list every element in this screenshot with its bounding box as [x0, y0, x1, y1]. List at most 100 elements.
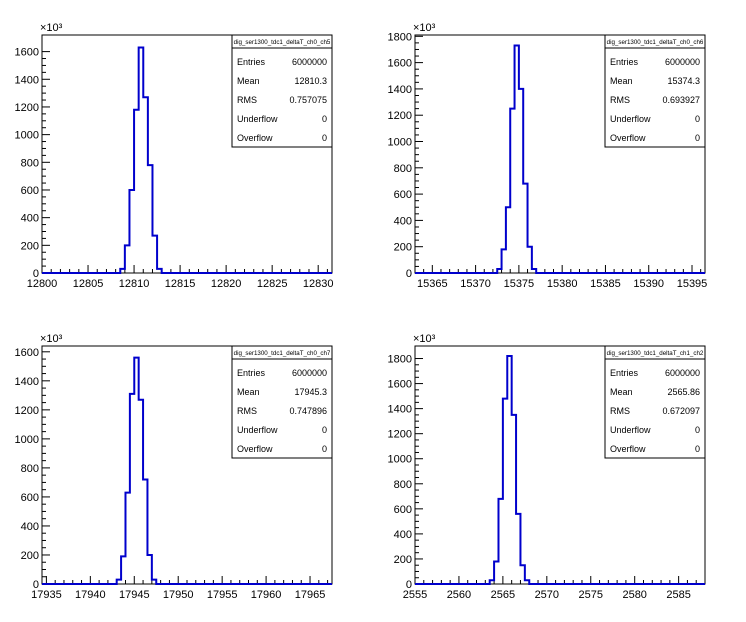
stats-value: 6000000 [665, 368, 700, 378]
y-tick-label: 800 [394, 479, 412, 491]
y-tick-label: 1600 [388, 379, 412, 391]
y-tick-label: 1000 [388, 454, 412, 466]
x-tick-label: 2575 [579, 589, 603, 601]
stats-value: 0.757075 [289, 95, 327, 105]
stats-box-frame [231, 34, 333, 148]
x-tick-label: 15385 [590, 278, 621, 290]
y-tick-label: 1200 [388, 110, 412, 122]
stats-label: RMS [237, 95, 257, 105]
stats-label: Entries [610, 57, 639, 67]
stats-box-title: dig_ser1300_tdc1_deltaT_ch0_ch6 [607, 39, 704, 46]
histogram-pad-3: 0 200 400 600 800 1000 1200 1400 1600 17935 17940 1… [15, 333, 333, 601]
y-tick-label: 1400 [15, 376, 39, 388]
x-tick-label: 17935 [31, 589, 62, 601]
stats-value: 0 [322, 444, 327, 454]
stats-value: 0 [695, 133, 700, 143]
stats-label: Entries [610, 368, 639, 378]
y-tick-label: 600 [21, 185, 39, 197]
stats-value: 2565.86 [667, 387, 700, 397]
stats-value: 17945.3 [294, 387, 327, 397]
y-tick-label: 200 [394, 242, 412, 254]
stats-box: dig_ser1300_tdc1_deltaT_ch0_ch6 Entries 60… [604, 34, 706, 148]
y-tick-label: 200 [21, 240, 39, 252]
y-tick-label: 400 [21, 521, 39, 533]
y-tick-label: 1400 [388, 404, 412, 416]
stats-value: 0 [322, 133, 327, 143]
stats-label: Entries [237, 368, 266, 378]
stats-box-title: dig_ser1300_tdc1_deltaT_ch1_ch2 [607, 350, 704, 357]
stats-value: 6000000 [292, 57, 327, 67]
x-tick-label: 12800 [27, 278, 58, 290]
stats-label: Overflow [237, 444, 273, 454]
stats-label: RMS [610, 406, 630, 416]
stats-value: 0 [695, 114, 700, 124]
y-tick-label: 1800 [388, 31, 412, 43]
y-tick-label: 600 [21, 492, 39, 504]
histogram-line [42, 356, 332, 585]
x-tick-label: 17955 [207, 589, 238, 601]
y-tick-label: 600 [394, 504, 412, 516]
y-tick-label: 0 [33, 268, 39, 280]
x-tick-label: 17965 [295, 589, 326, 601]
y-tick-label: 1400 [15, 74, 39, 86]
stats-label: Overflow [610, 133, 646, 143]
stats-value: 0 [695, 425, 700, 435]
y-tick-label: 1600 [15, 47, 39, 59]
x-tick-label: 15395 [677, 278, 708, 290]
x-tick-label: 12820 [211, 278, 242, 290]
y-tick-label: 600 [394, 189, 412, 201]
stats-label: Mean [237, 387, 260, 397]
y-tick-label: 800 [21, 157, 39, 169]
stats-label: Mean [610, 387, 633, 397]
stats-box-title: dig_ser1300_tdc1_deltaT_ch0_ch5 [234, 39, 331, 46]
stats-label: Underflow [610, 114, 651, 124]
y-tick-label: 200 [21, 550, 39, 562]
y-tick-label: 400 [394, 529, 412, 541]
histogram-pad-4: 0 200 400 600 800 1000 1200 1400 1600 1800 2555 256… [388, 333, 706, 601]
x-tick-label: 12805 [73, 278, 104, 290]
stats-label: Mean [237, 76, 260, 86]
y-tick-label: 400 [394, 215, 412, 227]
x-tick-label: 15365 [417, 278, 448, 290]
x-tick-label: 2580 [622, 589, 646, 601]
y-multiplier-label: ×10³ [40, 22, 63, 34]
x-tick-label: 17940 [75, 589, 106, 601]
stats-box-frame [604, 345, 706, 459]
stats-value: 0.747896 [289, 406, 327, 416]
y-tick-label: 1200 [15, 102, 39, 114]
stats-box-frame [231, 345, 333, 459]
x-tick-label: 12830 [303, 278, 334, 290]
x-tick-label: 15375 [504, 278, 535, 290]
y-tick-label: 1600 [388, 58, 412, 70]
y-tick-label: 1200 [15, 405, 39, 417]
stats-value: 6000000 [665, 57, 700, 67]
y-tick-label: 800 [21, 463, 39, 475]
y-tick-label: 400 [21, 213, 39, 225]
y-multiplier-label: ×10³ [413, 333, 436, 345]
y-tick-label: 1000 [15, 434, 39, 446]
histogram-pad-1: 0 200 400 600 800 1000 1200 1400 1600 12800 12805 1… [15, 22, 334, 290]
y-tick-label: 1000 [388, 137, 412, 149]
x-tick-label: 12825 [257, 278, 288, 290]
x-tick-label: 2565 [491, 589, 515, 601]
x-tick-label: 2560 [447, 589, 471, 601]
histogram-line [415, 44, 705, 274]
x-tick-label: 17960 [251, 589, 282, 601]
stats-box-title: dig_ser1300_tdc1_deltaT_ch0_ch7 [234, 350, 331, 357]
x-tick-label: 15380 [547, 278, 578, 290]
stats-label: Underflow [610, 425, 651, 435]
stats-value: 12810.3 [294, 76, 327, 86]
x-tick-label: 15390 [633, 278, 664, 290]
y-tick-label: 1600 [15, 347, 39, 359]
stats-value: 0 [695, 444, 700, 454]
stats-label: Underflow [237, 114, 278, 124]
y-tick-label: 1400 [388, 84, 412, 96]
stats-value: 0 [322, 114, 327, 124]
stats-box: dig_ser1300_tdc1_deltaT_ch0_ch7 Entries 60… [231, 345, 333, 459]
y-tick-label: 200 [394, 554, 412, 566]
stats-box-frame [604, 34, 706, 148]
x-tick-label: 12810 [119, 278, 150, 290]
y-tick-label: 0 [406, 579, 412, 591]
x-tick-label: 2570 [535, 589, 559, 601]
